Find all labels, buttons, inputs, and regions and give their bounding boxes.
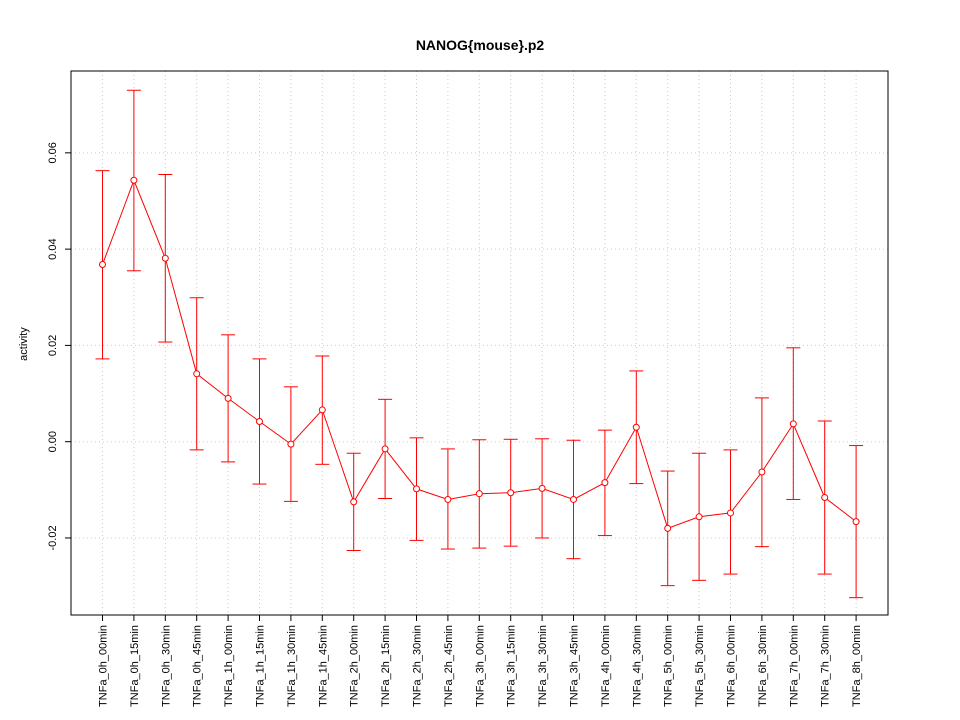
data-point	[789, 420, 797, 428]
data-point	[224, 394, 232, 402]
x-tick-label: TNFa_2h_15min	[380, 625, 392, 707]
data-point	[570, 495, 577, 503]
data-point	[193, 370, 201, 378]
x-tick-label: TNFa_8h_00min	[851, 625, 863, 707]
data-point	[256, 417, 263, 425]
data-point	[632, 423, 640, 431]
x-tick-label: TNFa_0h_45min	[192, 625, 204, 707]
x-tick-label: TNFa_2h_00min	[349, 625, 361, 707]
data-point	[475, 490, 483, 498]
x-tick-label: TNFa_3h_30min	[537, 625, 549, 707]
data-point	[287, 440, 295, 448]
y-tick-label: 0.00	[47, 431, 59, 452]
x-tick-label: TNFa_6h_30min	[757, 625, 769, 707]
x-axis: TNFa_0h_00min TNFa_0h_15min TNFa_0h_30min T…	[98, 614, 863, 707]
data-point	[758, 468, 766, 476]
data-point	[413, 485, 420, 493]
data-point	[852, 518, 860, 526]
x-tick-label: TNFa_3h_45min	[569, 625, 581, 707]
x-tick-label: TNFa_4h_00min	[600, 625, 612, 707]
data-point	[350, 498, 358, 506]
data-point	[161, 254, 169, 262]
x-tick-label: TNFa_3h_15min	[506, 625, 518, 707]
x-tick-label: TNFa_1h_00min	[223, 625, 235, 707]
data-point	[507, 489, 515, 497]
x-tick-label: TNFa_3h_00min	[474, 625, 486, 707]
data-point	[538, 484, 546, 492]
data-point	[381, 445, 389, 453]
data-point	[821, 494, 829, 502]
chart-title: NANOG{mouse}.p2	[416, 37, 545, 53]
y-tick-label: 0.04	[47, 238, 59, 259]
data-point	[727, 509, 734, 517]
x-tick-label: TNFa_0h_30min	[160, 625, 172, 707]
data-points	[99, 176, 860, 532]
x-tick-label: TNFa_2h_45min	[443, 625, 455, 707]
x-tick-label: TNFa_0h_00min	[98, 625, 110, 707]
y-axis-label: activity	[18, 327, 30, 361]
data-point	[99, 261, 106, 269]
x-tick-label: TNFa_2h_30min	[412, 625, 424, 707]
data-point	[695, 513, 703, 521]
x-tick-label: TNFa_0h_15min	[129, 625, 141, 707]
x-tick-label: TNFa_7h_00min	[788, 625, 800, 707]
x-tick-label: TNFa_4h_30min	[631, 625, 643, 707]
x-tick-label: TNFa_7h_30min	[820, 625, 832, 707]
data-point	[318, 406, 326, 414]
x-tick-label: TNFa_1h_15min	[255, 625, 267, 707]
data-point	[130, 176, 138, 184]
y-tick-label: 0.02	[47, 335, 59, 356]
x-tick-label: TNFa_5h_30min	[694, 625, 706, 707]
x-tick-label: TNFa_1h_30min	[286, 625, 298, 707]
y-tick-label: 0.06	[47, 142, 59, 163]
x-tick-label: TNFa_5h_00min	[663, 625, 675, 707]
data-point	[444, 495, 452, 503]
data-point	[664, 524, 672, 532]
y-axis: -0.02 0.00 0.02 0.04 0.06	[47, 142, 72, 551]
data-point	[601, 479, 609, 487]
x-tick-label: TNFa_1h_45min	[317, 625, 329, 707]
x-tick-label: TNFa_6h_00min	[726, 625, 738, 707]
y-tick-label: -0.02	[47, 525, 59, 550]
